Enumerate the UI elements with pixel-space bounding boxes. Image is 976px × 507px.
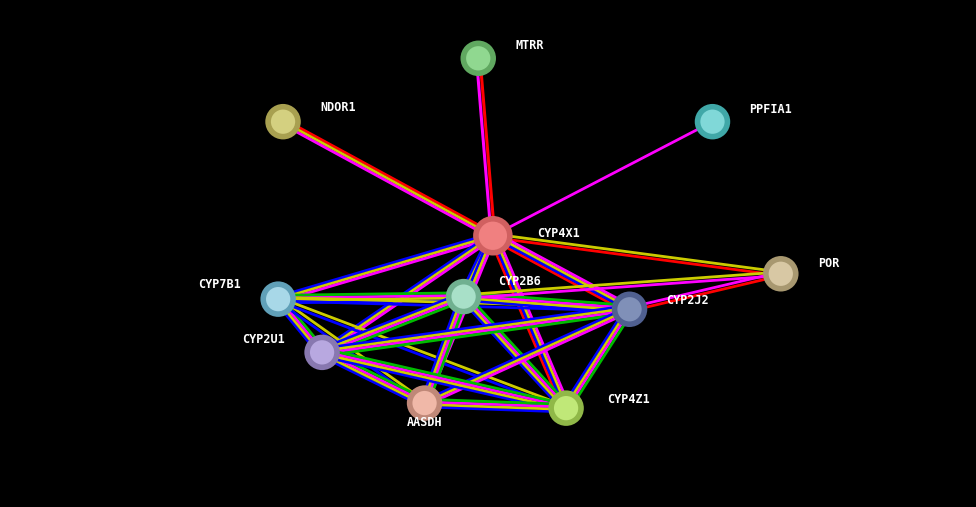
Circle shape: [261, 281, 296, 317]
Text: MTRR: MTRR: [515, 39, 544, 52]
Text: CYP2U1: CYP2U1: [242, 333, 285, 346]
Text: NDOR1: NDOR1: [320, 101, 356, 114]
Circle shape: [407, 385, 442, 421]
Circle shape: [473, 216, 512, 256]
Text: POR: POR: [818, 257, 839, 270]
Circle shape: [305, 335, 340, 370]
Circle shape: [461, 41, 496, 76]
Circle shape: [465, 45, 492, 71]
Circle shape: [552, 395, 580, 421]
Circle shape: [411, 390, 438, 416]
Circle shape: [767, 261, 794, 287]
Circle shape: [763, 256, 798, 292]
Text: CYP2B6: CYP2B6: [498, 275, 541, 288]
Circle shape: [695, 104, 730, 139]
Text: CYP4Z1: CYP4Z1: [607, 392, 650, 406]
Text: CYP2J2: CYP2J2: [667, 294, 710, 307]
Text: AASDH: AASDH: [407, 416, 442, 429]
Circle shape: [549, 390, 584, 426]
Circle shape: [269, 108, 297, 135]
Circle shape: [477, 221, 508, 251]
Circle shape: [265, 104, 301, 139]
Circle shape: [612, 292, 647, 327]
Circle shape: [308, 339, 336, 366]
Text: CYP7B1: CYP7B1: [198, 278, 241, 292]
Circle shape: [699, 108, 726, 135]
Circle shape: [264, 286, 292, 312]
Circle shape: [450, 283, 477, 310]
Circle shape: [446, 279, 481, 314]
Text: PPFIA1: PPFIA1: [750, 102, 793, 116]
Circle shape: [616, 296, 643, 322]
Text: CYP4X1: CYP4X1: [537, 227, 580, 240]
